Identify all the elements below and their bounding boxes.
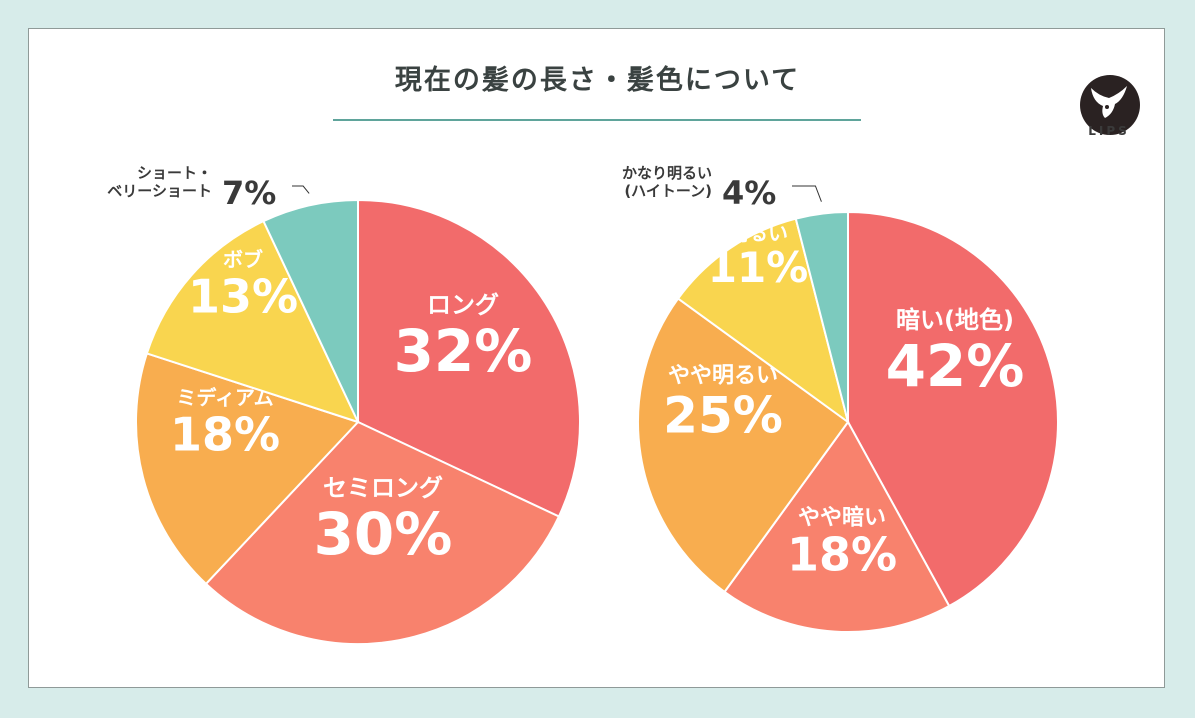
slice-percent-1-3: 18%: [170, 408, 280, 462]
slice-label-1-5-line-1: ショート・: [137, 164, 212, 182]
slice-label-1-1: ロング: [427, 291, 499, 319]
slice-label-2-5-line-1: かなり明るい: [622, 164, 712, 182]
slice-label-2-3: やや明るい: [668, 364, 778, 389]
slice-label-2-2: やや暗い: [798, 505, 886, 531]
slice-label-2-4: 明るい: [728, 221, 788, 245]
slice-label-2-5-line-2: (ハイトーン): [624, 182, 712, 200]
lips-deer-logo-icon: [1080, 75, 1140, 135]
pie-slice-1-1: [357, 198, 581, 518]
slice-label-1-5-line-2: ベリーショート: [107, 182, 212, 200]
slice-percent-1-5: 7%: [222, 174, 276, 212]
slice-percent-1-2: 30%: [314, 500, 453, 568]
slice-percent-2-4: 11%: [708, 243, 809, 292]
pie-slice-2-4: [676, 217, 850, 425]
slice-percent-1-1: 32%: [394, 317, 533, 385]
slice-percent-2-1: 42%: [886, 332, 1025, 400]
slice-label-2-1: 暗い(地色): [896, 306, 1014, 334]
pie-slice-2-3: [637, 297, 850, 594]
title-underline: [333, 119, 861, 121]
pie-slice-1-3: [135, 352, 360, 586]
leader-line-2: [792, 185, 822, 202]
slice-percent-2-3: 25%: [663, 387, 783, 445]
pie-slice-2-5: [794, 210, 849, 423]
slice-label-1-2: セミロング: [323, 474, 443, 502]
slice-percent-2-5: 4%: [722, 174, 776, 212]
logo-text: LIPS: [1088, 124, 1130, 138]
slice-percent-2-2: 18%: [787, 528, 897, 582]
slice-percent-1-4: 13%: [188, 270, 298, 324]
pie-slice-1-2: [204, 420, 561, 645]
slice-label-1-4: ボブ: [223, 248, 263, 272]
chart-title: 現在の髪の長さ・髪色について: [394, 65, 801, 96]
pie-slice-1-4: [145, 219, 360, 424]
pie-slice-1-5: [262, 198, 359, 423]
pie-slice-2-2: [723, 420, 951, 633]
pie-slice-2-1: [847, 210, 1059, 608]
leader-line-1: [292, 185, 310, 194]
